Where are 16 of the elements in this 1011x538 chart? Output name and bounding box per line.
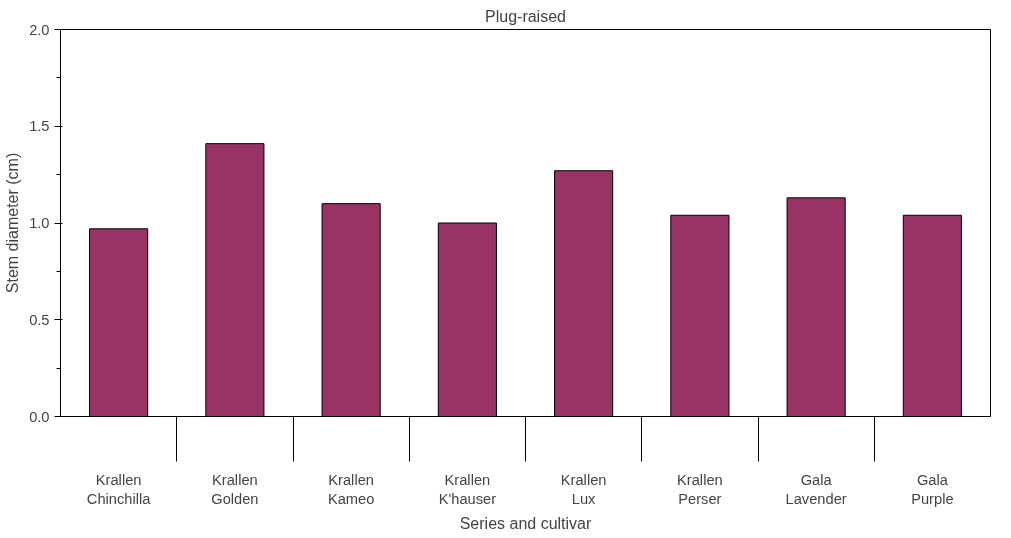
x-tick-label: Krallen Kameo xyxy=(327,471,375,507)
x-tick-label: Krallen Perser xyxy=(677,471,723,507)
x-tick-label: Krallen Chinchilla xyxy=(86,471,152,507)
x-tick-label: Krallen Golden xyxy=(211,471,259,507)
y-tick-label: 2.0 xyxy=(29,21,50,38)
x-tick-label: Krallen K'hauser xyxy=(438,471,497,507)
y-tick-label: 0.0 xyxy=(29,408,50,425)
x-axis-title: Series and cultivar xyxy=(459,514,592,532)
x-tick-label: Gala Purple xyxy=(911,471,954,507)
chart-title: Plug-raised xyxy=(485,7,566,25)
y-tick-label: 1.0 xyxy=(29,215,50,231)
y-axis-title: Stem diameter (cm) xyxy=(4,152,22,294)
y-tick-label: 0.5 xyxy=(29,311,50,328)
x-tick-label: Gala Lavender xyxy=(785,471,847,507)
x-tick-label: Krallen Lux xyxy=(560,471,607,507)
y-tick-label: 1.5 xyxy=(29,118,50,135)
